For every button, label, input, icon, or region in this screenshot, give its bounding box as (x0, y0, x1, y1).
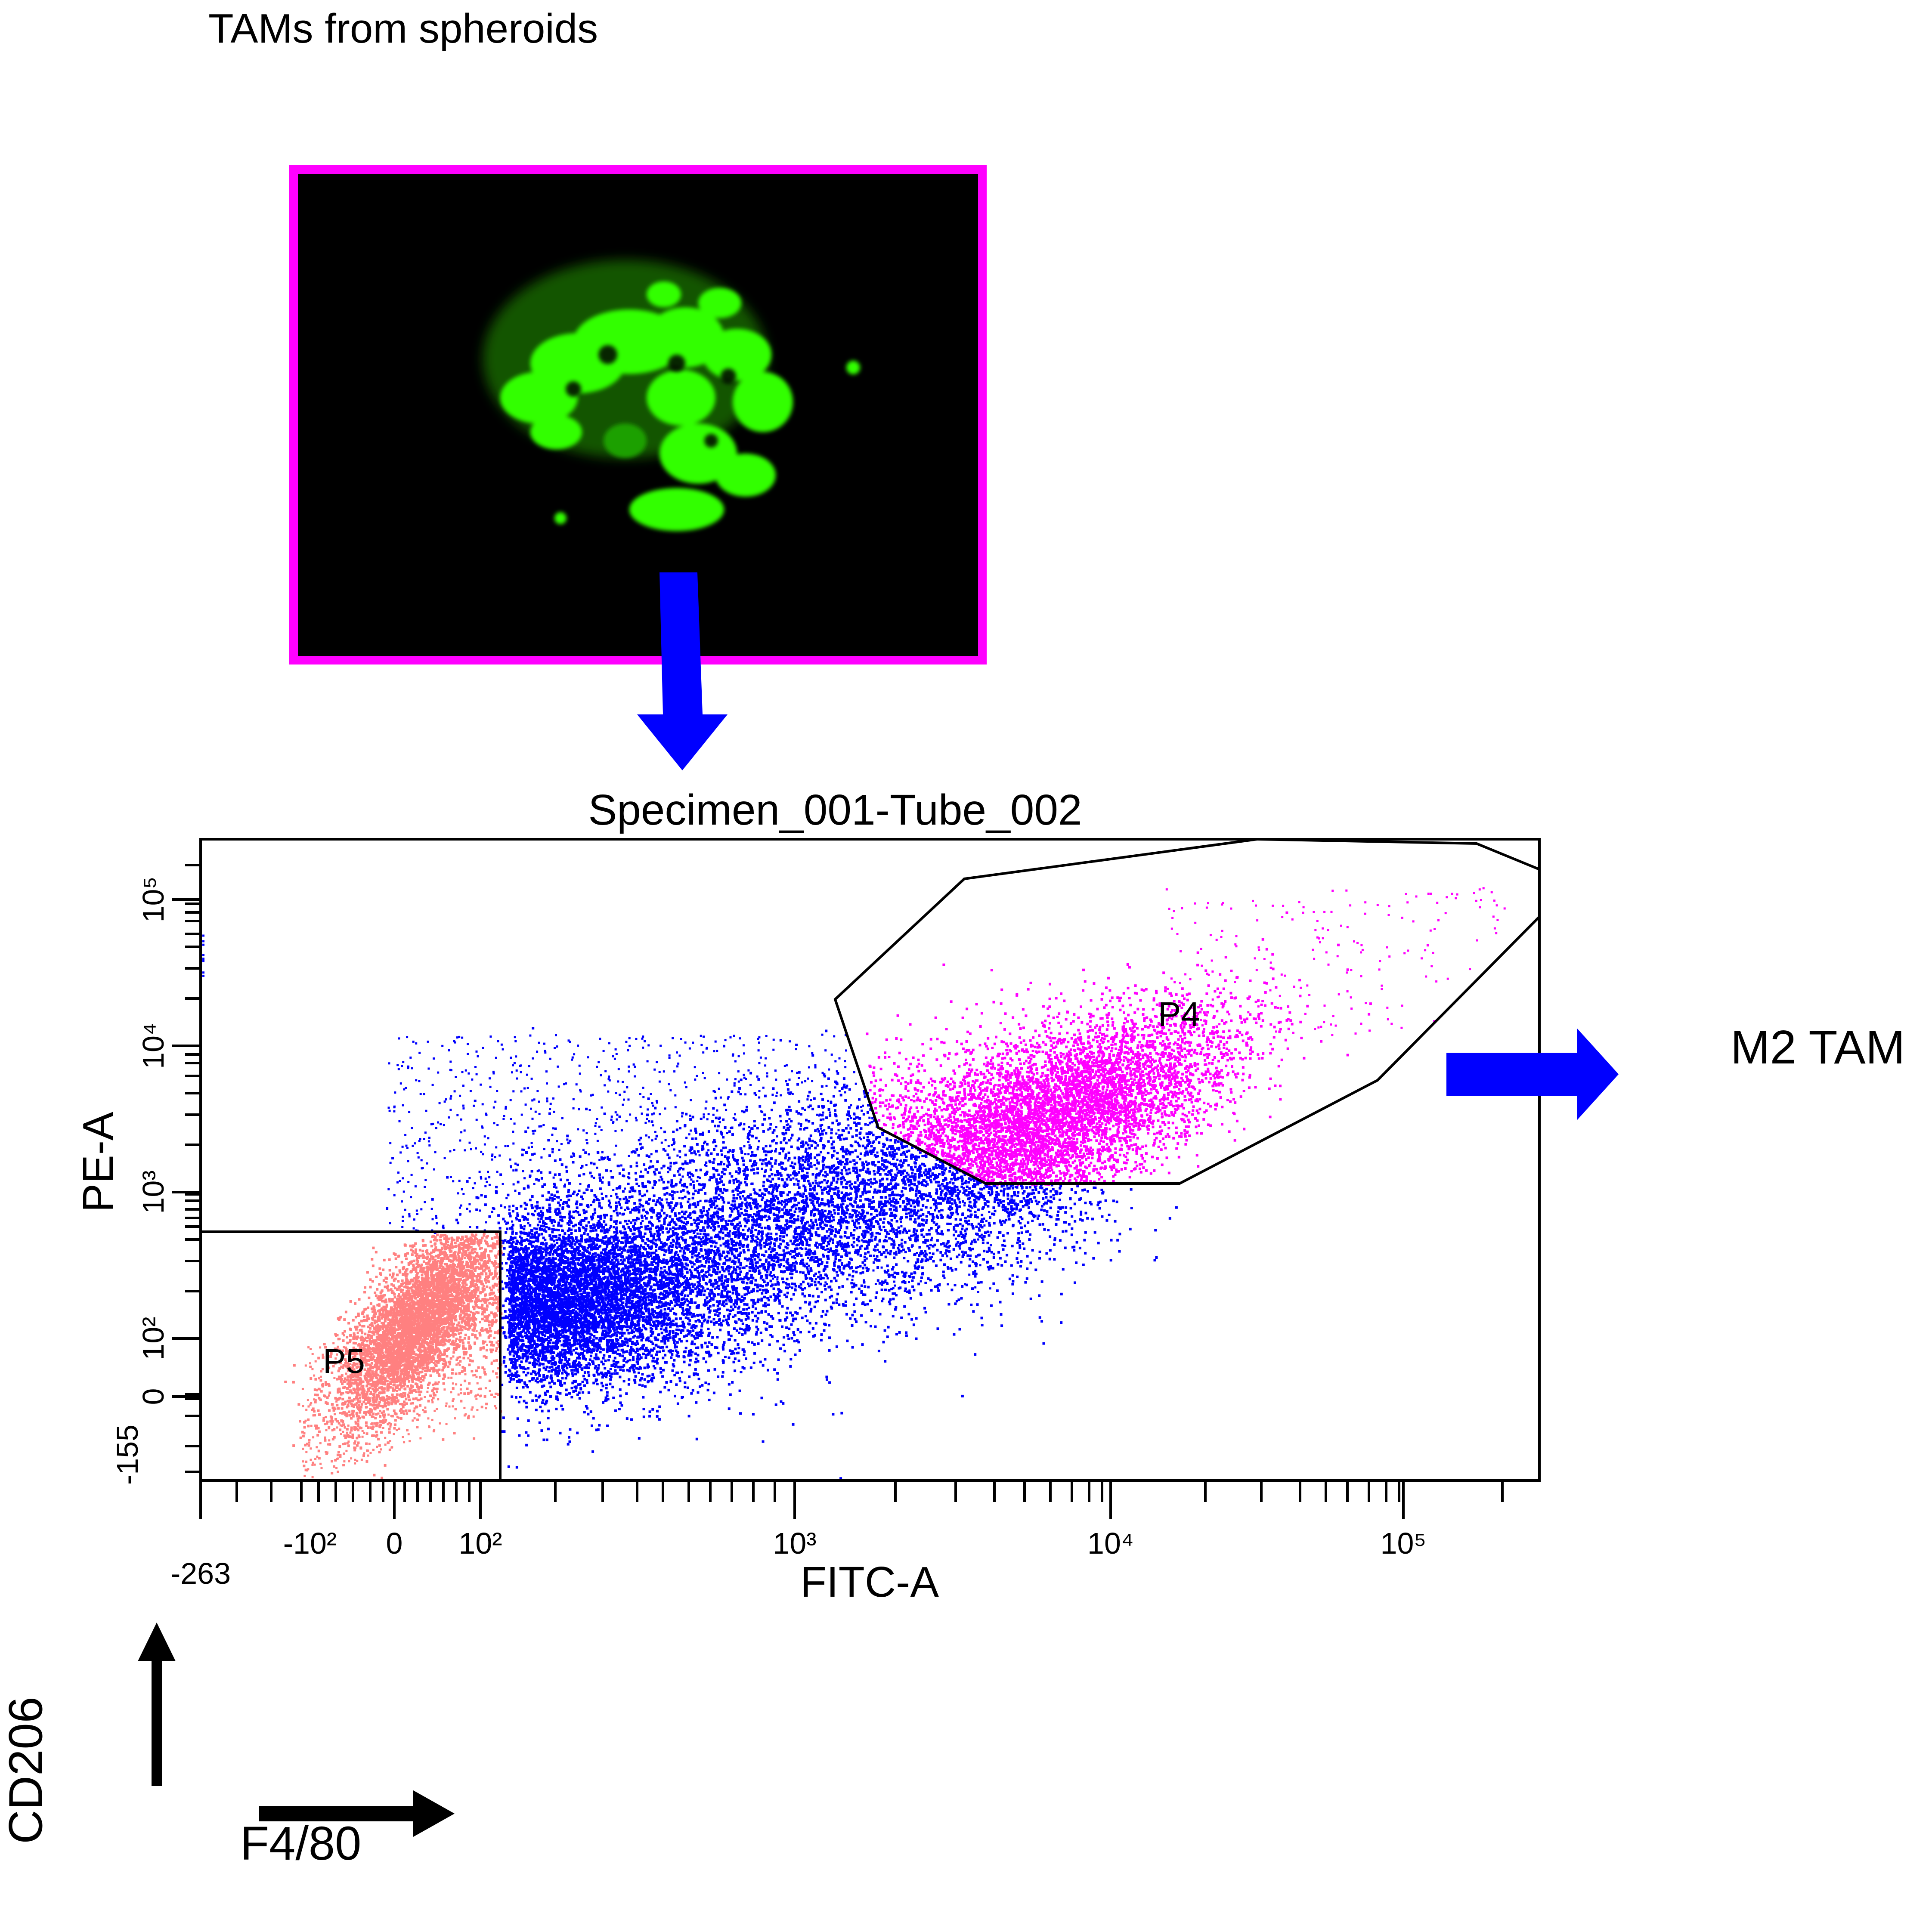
y-tick-label: -155 (111, 1425, 144, 1485)
gate-p4-label: P4 (1158, 995, 1200, 1033)
y-tick-label: 0 (136, 1388, 170, 1405)
x-tick-label: 10² (458, 1527, 502, 1560)
y-axis (172, 839, 201, 1480)
y-tick-label: 10² (136, 1317, 170, 1360)
x-axis (201, 1480, 1539, 1519)
gate-p5-label: P5 (323, 1342, 365, 1380)
m2-tam-label: M2 TAM (1731, 1020, 1905, 1075)
y-tick-label: 10³ (136, 1170, 170, 1214)
y-tick-label: 10⁵ (136, 877, 170, 923)
down-arrow (637, 572, 728, 770)
x-tick-label: 10⁴ (1087, 1527, 1134, 1560)
x-tick-label: -10² (283, 1527, 337, 1560)
x-tick-labels: -263 -10² 0 10² 10³ 10⁴ 10⁵ (170, 1527, 1427, 1590)
x-axis-label: FITC-A (800, 1558, 939, 1606)
y-axis-label: PE-A (74, 1112, 122, 1212)
x-tick-label: 10⁵ (1381, 1527, 1427, 1560)
f480-label: F4/80 (240, 1816, 361, 1871)
x-tick-label: 0 (386, 1527, 403, 1560)
y-tick-label: 10⁴ (136, 1023, 170, 1069)
flow-plot-title: Specimen_001-Tube_002 (588, 786, 1082, 834)
cd206-arrow (138, 1623, 176, 1786)
x-tick-label: -263 (170, 1557, 231, 1590)
cd206-label: CD206 (0, 1672, 53, 1870)
x-tick-label: 10³ (773, 1527, 816, 1560)
